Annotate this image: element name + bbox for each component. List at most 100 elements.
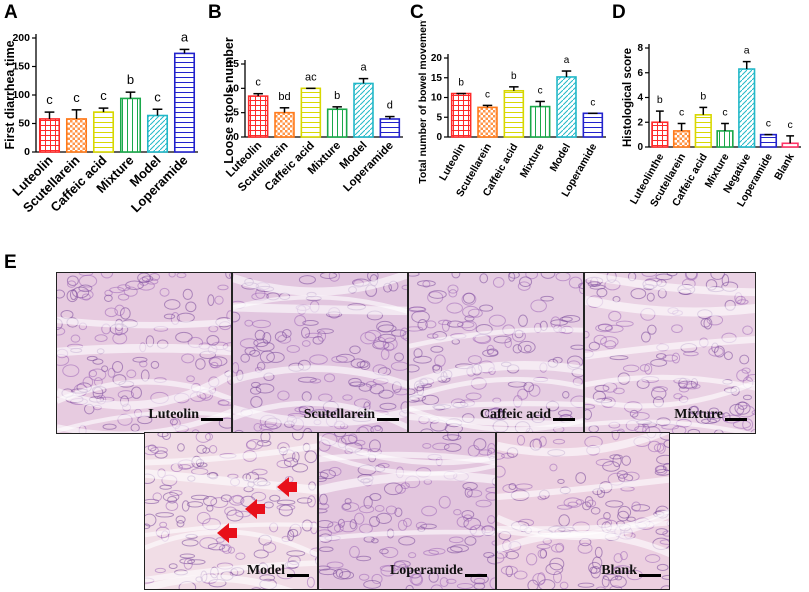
bar: [300, 87, 322, 138]
bar: [119, 97, 142, 153]
bar: [38, 118, 61, 153]
tissue-cell: [181, 500, 190, 512]
bar: [738, 68, 756, 148]
tissue-cell: [609, 585, 623, 589]
tissue-cell: [479, 304, 494, 312]
tissue-cell: [421, 505, 438, 517]
tissue-cell: [595, 323, 613, 333]
y-tick-label: 15: [431, 73, 443, 84]
tissue-cell: [750, 429, 755, 433]
tissue-cell: [181, 539, 199, 547]
tissue-cell: [168, 273, 176, 278]
tissue-cell: [207, 543, 226, 551]
y-tick-label: 8: [637, 43, 643, 54]
tissue-cell: [721, 273, 730, 287]
tissue-cell: [354, 512, 365, 525]
tissue-cell: [150, 446, 168, 454]
tissue-cell: [525, 273, 538, 280]
tissue-cell: [294, 315, 307, 327]
y-tick-label: 20: [431, 53, 443, 64]
micrograph-label: Model: [246, 563, 285, 578]
tissue-cell: [570, 344, 583, 350]
category-label: Mixture: [518, 141, 547, 179]
tissue-cell: [654, 469, 669, 476]
bar: [326, 108, 348, 138]
tissue-cell: [590, 507, 601, 515]
tissue-cell: [605, 500, 624, 508]
tissue-cell: [263, 501, 274, 509]
tissue-cell: [491, 540, 495, 546]
tissue-cell: [176, 273, 187, 279]
tissue-cell: [492, 277, 505, 288]
panel-letter-b: B: [208, 2, 222, 23]
tissue-gap: [585, 379, 755, 409]
tissue-cell: [179, 553, 196, 559]
tissue-texture: [57, 273, 231, 433]
scale-bar: [465, 574, 487, 577]
tissue-cell: [593, 334, 607, 345]
tissue-gap: [145, 560, 317, 583]
tissue-cell: [286, 550, 306, 557]
y-tick-label: 10: [431, 93, 443, 104]
significance-letter: d: [387, 100, 393, 112]
tissue-cell: [78, 284, 93, 293]
y-tick-label: 150: [12, 61, 30, 73]
tissue-cell: [540, 295, 554, 302]
tissue-cell: [430, 584, 443, 589]
tissue-cell: [485, 486, 495, 494]
tissue-cell: [102, 423, 117, 430]
tissue-cell: [371, 573, 383, 585]
tissue-cell: [342, 503, 352, 510]
y-tick-label: 0: [24, 146, 30, 158]
tissue-cell: [742, 418, 754, 431]
tissue-cell: [296, 497, 313, 504]
tissue-cell: [417, 280, 436, 287]
tissue-cell: [220, 494, 232, 503]
y-axis-label: First diarrhea time: [3, 40, 17, 149]
tissue-cell: [623, 471, 640, 482]
bar: [450, 92, 472, 138]
tissue-cell: [652, 386, 668, 393]
tissue-cell: [656, 454, 669, 465]
tissue-cell: [578, 282, 583, 290]
tissue-cell: [568, 276, 583, 289]
tissue-gap: [585, 295, 755, 317]
tissue-cell: [157, 433, 169, 438]
tissue-cell: [66, 275, 79, 286]
tissue-gap: [145, 574, 294, 589]
tissue-cell: [432, 364, 441, 371]
tissue-cell: [123, 286, 138, 297]
tissue-cell: [426, 333, 439, 339]
tissue-cell: [507, 380, 527, 388]
tissue-cell: [282, 328, 292, 338]
tissue-cell: [562, 390, 570, 399]
tissue-cell: [176, 520, 185, 528]
tissue-cell: [328, 273, 340, 282]
tissue-cell: [405, 584, 414, 589]
tissue-cell: [595, 586, 606, 589]
bar: [65, 118, 88, 153]
tissue-gap: [233, 365, 407, 389]
tissue-cell: [376, 320, 394, 333]
tissue-cell: [393, 560, 411, 568]
tissue-texture: [319, 433, 495, 589]
micrograph-label: Blank: [601, 563, 637, 578]
tissue-cell: [631, 501, 641, 512]
tissue-cell: [415, 521, 428, 530]
tissue-cell: [178, 464, 192, 470]
tissue-cell: [557, 478, 565, 485]
tissue-cell: [700, 318, 711, 328]
tissue-cell: [244, 319, 254, 327]
tissue-cell: [152, 492, 163, 502]
tissue-cell: [112, 332, 128, 345]
tissue-cell: [385, 505, 397, 515]
tissue-cell: [409, 388, 416, 396]
scale-bar: [377, 418, 399, 421]
tissue-cell: [374, 505, 385, 512]
tissue-cell: [253, 422, 263, 432]
tissue-cell: [445, 578, 457, 584]
tissue-cell: [493, 335, 512, 344]
tissue-cell: [644, 363, 653, 375]
tissue-cell: [114, 304, 125, 316]
tissue-cell: [409, 573, 423, 586]
